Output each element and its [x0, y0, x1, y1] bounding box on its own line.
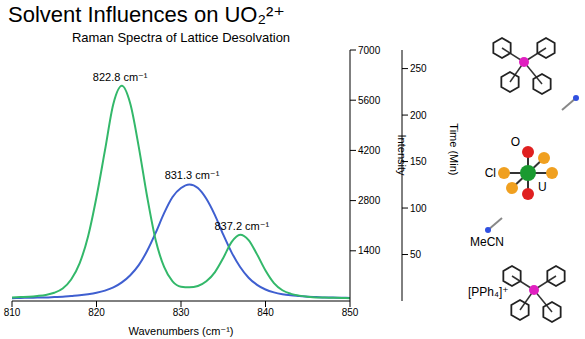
- svg-text:850: 850: [342, 307, 359, 318]
- svg-text:Intensity: Intensity: [396, 135, 408, 176]
- svg-text:822.8 cm⁻¹: 822.8 cm⁻¹: [93, 71, 148, 83]
- svg-text:O: O: [511, 135, 520, 149]
- svg-text:200: 200: [410, 110, 427, 121]
- html-text:Raman Spectra of Lattice Desol: Raman Spectra of Lattice Desolvation: [71, 30, 291, 45]
- svg-text:810: 810: [4, 307, 21, 318]
- svg-text:1400: 1400: [358, 245, 381, 256]
- svg-text:Wavenumbers (cm⁻¹): Wavenumbers (cm⁻¹): [128, 325, 233, 337]
- svg-text:Time (Min): Time (Min): [448, 123, 460, 175]
- svg-text:831.3 cm⁻¹: 831.3 cm⁻¹: [165, 169, 220, 181]
- svg-text:820: 820: [88, 307, 105, 318]
- svg-text:U: U: [538, 180, 547, 194]
- svg-text:4200: 4200: [358, 145, 381, 156]
- svg-text:100: 100: [410, 203, 427, 214]
- svg-text:2800: 2800: [358, 195, 381, 206]
- svg-text:MeCN: MeCN: [470, 235, 504, 249]
- svg-text:840: 840: [257, 307, 274, 318]
- svg-text:[PPh₄]⁺: [PPh₄]⁺: [468, 285, 509, 299]
- svg-text:5600: 5600: [358, 95, 381, 106]
- html-text:Solvent Influences on UO₂²⁺: Solvent Influences on UO₂²⁺: [8, 2, 285, 27]
- svg-text:Cl: Cl: [485, 166, 496, 180]
- svg-text:250: 250: [410, 63, 427, 74]
- svg-text:150: 150: [410, 156, 427, 167]
- svg-text:830: 830: [173, 307, 190, 318]
- svg-text:50: 50: [410, 249, 422, 260]
- svg-text:7000: 7000: [358, 45, 381, 56]
- svg-text:837.2 cm⁻¹: 837.2 cm⁻¹: [214, 220, 269, 232]
